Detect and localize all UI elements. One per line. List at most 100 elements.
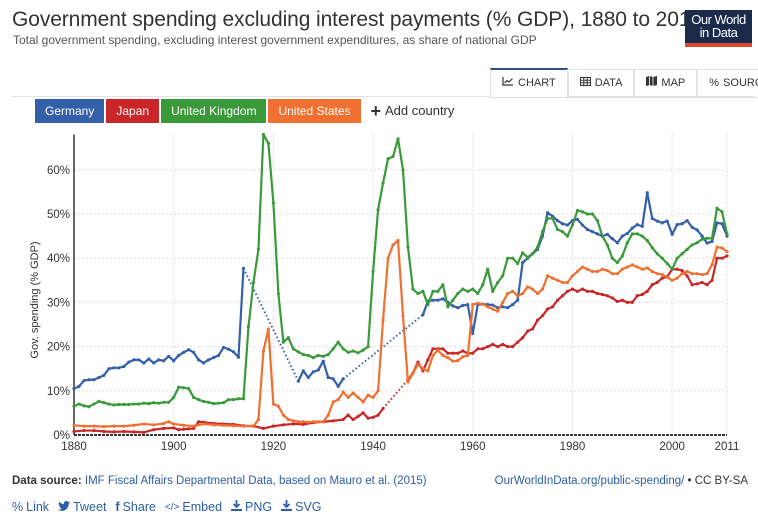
data-point-united-kingdom [705,236,709,240]
data-point-germany [521,261,525,265]
data-point-japan [281,423,285,427]
data-point-germany [122,364,126,369]
data-point-united-kingdom [655,252,659,256]
x-tick-label: 1980 [560,441,586,453]
data-point-germany [605,232,609,236]
data-point-united-kingdom [117,402,121,407]
embed-button[interactable]: </> Embed [165,500,222,514]
data-point-germany [331,377,335,381]
share-tweet-label: Tweet [73,500,107,514]
data-point-united-states [545,274,550,278]
data-point-united-kingdom [326,352,330,357]
data-point-united-states [655,272,659,276]
data-point-united-states [555,278,560,282]
tab-sources[interactable]: % SOURCES [697,69,758,96]
data-point-japan [426,358,430,362]
add-country-button[interactable]: + Add country [371,99,455,123]
data-point-united-kingdom [231,398,236,402]
x-tick-label: 1920 [261,441,287,453]
data-point-united-states [271,402,275,406]
data-point-united-kingdom [107,402,111,406]
data-point-united-kingdom [476,291,480,296]
share-tweet-button[interactable]: Tweet [58,500,106,514]
data-point-united-states [600,267,604,271]
data-point-japan [570,287,575,291]
data-point-united-states [575,269,580,274]
data-point-united-states [511,289,515,293]
data-point-japan [511,345,515,349]
logo-line-2: in Data [699,25,738,40]
data-point-united-kingdom [192,395,196,400]
data-point-germany [715,221,719,225]
data-point-united-kingdom [685,247,689,251]
legend-united-states[interactable]: United States [268,99,361,123]
data-point-japan [197,420,201,424]
share-facebook-button[interactable]: f Share [115,500,156,514]
tab-map[interactable]: MAP [634,69,698,96]
download-svg-button[interactable]: SVG [281,500,322,514]
owid-logo[interactable]: Our World in Data [685,10,752,47]
data-point-united-states [580,265,585,269]
data-point-united-states [471,303,475,307]
data-point-united-kingdom [570,223,575,227]
tab-data[interactable]: DATA [567,69,635,96]
data-point-united-kingdom [555,227,560,232]
series-gap-japan [382,379,409,410]
data-point-japan [341,417,345,422]
data-point-germany [421,313,425,317]
tab-chart[interactable]: CHART [490,68,568,97]
data-point-united-kingdom [585,212,590,216]
data-point-united-kingdom [491,289,495,293]
data-point-united-states [615,272,619,276]
add-country-label: Add country [385,103,455,118]
page-url-link[interactable]: OurWorldInData.org/public-spending/ [494,475,685,487]
data-point-germany [516,298,520,302]
data-point-germany [321,359,325,363]
data-point-united-states [496,309,500,313]
data-point-united-kingdom [640,234,644,238]
data-point-united-states [361,400,365,404]
data-point-germany [326,375,330,380]
data-point-germany [221,345,226,350]
data-point-united-states [241,424,246,428]
data-point-united-kingdom [306,353,310,358]
data-point-united-states [481,302,485,306]
data-point-germany [167,354,171,358]
data-point-united-kingdom [301,352,305,357]
data-point-germany [306,375,310,380]
data-point-germany [595,232,599,236]
data-point-germany [157,358,161,362]
data-point-united-kingdom [122,402,126,407]
data-point-japan [695,282,699,286]
data-source-link[interactable]: IMF Fiscal Affairs Departmental Data, ba… [84,475,427,487]
data-point-united-states [665,275,669,279]
data-point-united-kingdom [162,400,166,404]
data-point-germany [77,384,81,388]
data-point-united-kingdom [635,232,639,236]
data-point-united-kingdom [690,243,694,247]
data-point-united-states [645,266,649,270]
footer-url-license: OurWorldInData.org/public-spending/ • CC… [495,475,748,487]
legend-germany[interactable]: Germany [35,99,105,123]
data-point-united-kingdom [221,401,226,405]
data-point-united-kingdom [421,289,425,293]
data-point-united-states [301,420,305,424]
data-point-united-kingdom [276,291,280,296]
data-point-united-kingdom [441,283,445,287]
data-point-germany [550,214,555,218]
data-point-united-kingdom [331,347,335,351]
series-lines [72,132,729,434]
download-png-button[interactable]: PNG [231,500,272,514]
country-legend: Germany Japan United Kingdom United Stat… [35,99,454,123]
data-point-germany [316,368,320,372]
data-point-united-kingdom [97,399,101,404]
legend-united-kingdom[interactable]: United Kingdom [161,99,267,123]
data-point-united-kingdom [351,349,355,353]
data-point-japan [610,296,614,300]
data-point-united-kingdom [545,216,550,221]
share-link-button[interactable]: % Link [12,500,49,514]
data-point-germany [471,331,475,335]
data-point-united-states [685,269,689,274]
legend-japan[interactable]: Japan [106,99,160,123]
data-point-united-kingdom [311,356,315,360]
